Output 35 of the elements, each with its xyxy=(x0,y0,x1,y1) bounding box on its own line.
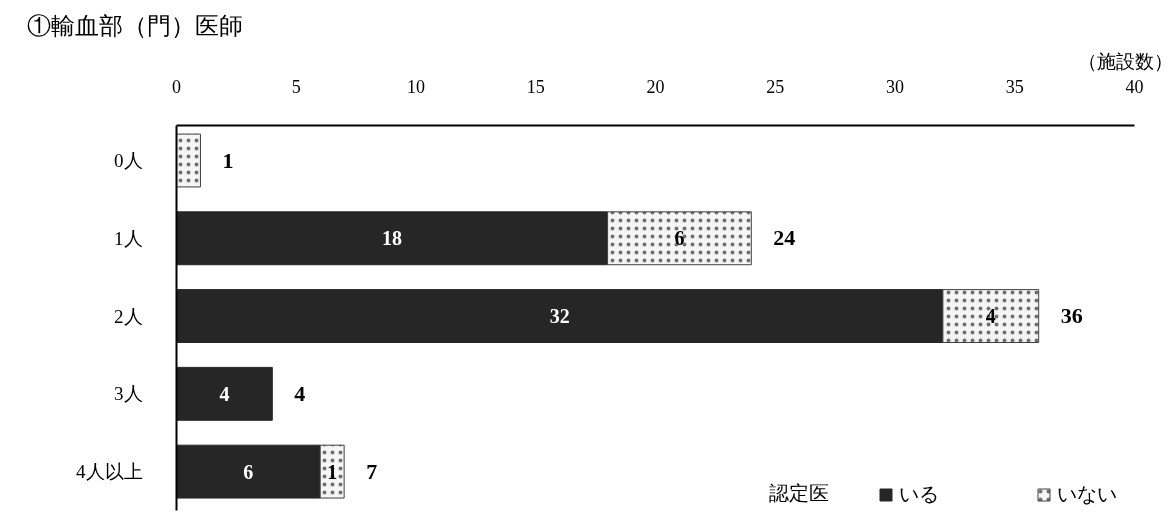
y-tick-label: 3人 xyxy=(114,383,143,405)
total-label: 36 xyxy=(1060,303,1083,329)
data-label: 6 xyxy=(243,460,254,483)
x-axis-title: （施設数） xyxy=(1077,50,1173,72)
x-tick-label: 25 xyxy=(766,76,785,97)
data-label: 1 xyxy=(327,460,338,483)
x-tick-label: 5 xyxy=(291,76,301,97)
data-label: 32 xyxy=(549,305,570,328)
y-tick-label: 2人 xyxy=(114,305,143,327)
bar xyxy=(176,289,944,343)
x-tick-label: 10 xyxy=(407,76,425,97)
legend-label: いる xyxy=(899,482,939,507)
x-tick-label: 20 xyxy=(646,76,665,97)
y-tick-label: 0人 xyxy=(114,150,143,171)
bar xyxy=(176,211,609,266)
data-label: 4 xyxy=(985,305,996,328)
total-label: 1 xyxy=(222,147,234,173)
x-tick-label: 30 xyxy=(886,76,904,97)
data-label: 18 xyxy=(382,227,403,250)
chart-title: ①輸血部（門）医師 xyxy=(26,12,243,39)
bar xyxy=(176,444,321,499)
total-label: 24 xyxy=(773,225,796,251)
x-tick-label: 15 xyxy=(526,76,545,97)
data-label: 4 xyxy=(219,382,230,405)
y-tick-label: 1人 xyxy=(114,227,143,249)
data-label: 6 xyxy=(674,227,685,250)
legend-title: 認定医 xyxy=(768,481,829,504)
legend-label: いない xyxy=(1057,482,1117,507)
x-tick-label: 35 xyxy=(1005,76,1024,97)
bar xyxy=(176,366,273,421)
total-label: 4 xyxy=(294,380,306,406)
total-label: 7 xyxy=(366,458,378,484)
x-tick-label: 40 xyxy=(1125,76,1144,97)
y-tick-label: 4人以上 xyxy=(76,461,143,483)
x-tick-label: 0 xyxy=(172,76,181,97)
